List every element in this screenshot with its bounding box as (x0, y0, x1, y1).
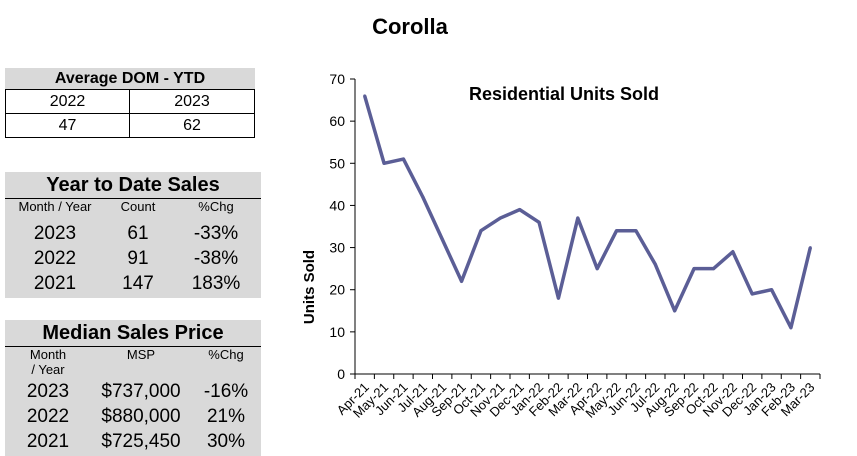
msp-year: 2023 (26, 381, 70, 402)
msp-row: 2022 $880,000 21% (5, 404, 261, 429)
data-point (653, 262, 657, 266)
y-tick-label: 0 (337, 366, 345, 382)
data-point (615, 229, 619, 233)
data-point (460, 279, 464, 283)
msp-col-msp: MSP (126, 347, 156, 362)
y-tick-label: 60 (329, 113, 345, 129)
dom-year-2022: 2022 (6, 90, 130, 114)
ytd-year: 2023 (33, 223, 77, 244)
data-point (363, 94, 367, 98)
msp-chg: 21% (206, 406, 246, 427)
y-tick-label: 10 (329, 324, 345, 340)
ytd-year: 2021 (33, 273, 77, 294)
msp-year: 2022 (26, 406, 70, 427)
data-point (401, 157, 405, 161)
msp-row: 2023 $737,000 -16% (5, 379, 261, 404)
y-axis-label: Units Sold (301, 250, 318, 324)
data-point (421, 195, 425, 199)
y-tick-label: 40 (329, 197, 345, 213)
ytd-col-month-year: Month / Year (18, 199, 92, 214)
y-tick-label: 20 (329, 282, 345, 298)
y-tick-label: 50 (329, 155, 345, 171)
data-point (673, 309, 677, 313)
data-point (750, 292, 754, 296)
msp-value: $737,000 (101, 381, 181, 402)
y-tick-label: 70 (329, 71, 345, 87)
ytd-count: 147 (122, 273, 154, 294)
ytd-row: 2022 91 -38% (5, 246, 261, 271)
y-tick-label: 30 (329, 240, 345, 256)
data-point (692, 267, 696, 271)
dom-year-2023: 2023 (130, 90, 254, 114)
series-line (363, 95, 813, 330)
data-point (382, 161, 386, 165)
msp-col-month-year: Month / Year (29, 347, 67, 377)
data-point (731, 250, 735, 254)
data-point (711, 267, 715, 271)
dom-value-2023: 62 (183, 117, 201, 134)
data-point (479, 229, 483, 233)
ytd-chg: 183% (191, 273, 241, 294)
page-title: Corolla (372, 14, 448, 39)
msp-col-chg: %Chg (208, 347, 244, 362)
msp-value: $880,000 (101, 406, 181, 427)
msp-row: 2021 $725,450 30% (5, 429, 261, 454)
ytd-row: 2023 61 -33% (5, 221, 261, 246)
msp-year: 2021 (26, 431, 70, 452)
data-point (556, 296, 560, 300)
ytd-col-count: Count (120, 199, 156, 214)
median-price-header: Median Sales Price (5, 320, 261, 347)
ytd-col-chg: %Chg (198, 199, 234, 214)
average-dom-table: Average DOM - YTD 2022 2023 47 62 (5, 68, 255, 138)
msp-value: $725,450 (101, 431, 181, 452)
ytd-sales-header: Year to Date Sales (5, 172, 261, 199)
median-price-box: Median Sales Price Month / Year MSP %Chg… (5, 320, 261, 456)
data-point (595, 267, 599, 271)
ytd-chg: -38% (193, 248, 239, 269)
ytd-sales-box: Year to Date Sales Month / Year Count %C… (5, 172, 261, 298)
data-point (634, 229, 638, 233)
ytd-row: 2021 147 183% (5, 271, 261, 296)
chart-title: Residential Units Sold (469, 84, 659, 104)
msp-chg: 30% (206, 431, 246, 452)
units-sold-chart: Residential Units Sold Units Sold 0 10 20 3… (301, 71, 821, 421)
ytd-year: 2022 (33, 248, 77, 269)
data-point (518, 208, 522, 212)
ytd-count: 61 (127, 223, 149, 244)
ytd-count: 91 (127, 248, 149, 269)
data-point (576, 216, 580, 220)
msp-chg: -16% (203, 381, 249, 402)
data-point (789, 326, 793, 330)
ytd-chg: -33% (193, 223, 239, 244)
data-point (440, 237, 444, 241)
data-point (537, 220, 541, 224)
data-point (770, 288, 774, 292)
data-point (498, 216, 502, 220)
data-point (808, 246, 812, 250)
dom-value-2022: 47 (6, 114, 130, 137)
dom-header: Average DOM - YTD (5, 68, 255, 89)
